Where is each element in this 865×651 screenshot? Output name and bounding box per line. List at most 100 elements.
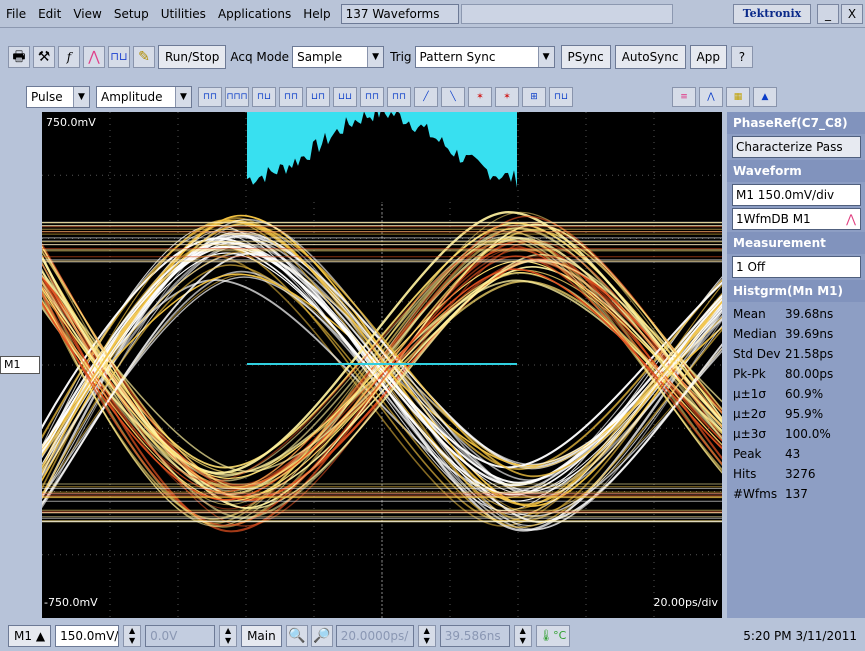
jitter-icon[interactable]: ✶	[495, 87, 519, 107]
eye-trace	[42, 242, 722, 495]
autosync-button[interactable]: AutoSync	[614, 45, 686, 69]
stat-value: 39.69ns	[785, 327, 834, 341]
stat-key: μ±3σ	[733, 427, 766, 441]
stat-value: 3276	[785, 467, 816, 481]
close-button[interactable]: X	[841, 4, 863, 24]
category-select[interactable]: Pulse ▼	[26, 86, 90, 108]
offset-field[interactable]: 0.0V	[145, 624, 216, 647]
menu-setup[interactable]: Setup	[113, 6, 149, 21]
psync-button[interactable]: PSync	[560, 45, 611, 69]
eye-trace	[42, 230, 722, 492]
stat-key: μ±1σ	[733, 387, 766, 401]
minimize-button[interactable]: _	[817, 4, 839, 24]
menu-view[interactable]: View	[73, 6, 102, 21]
jitter-icon[interactable]: ✶	[468, 87, 492, 107]
color-grade-icon[interactable]: ≡	[672, 87, 696, 107]
eye-trace	[42, 252, 722, 523]
stat-key: μ±2σ	[733, 407, 766, 421]
menu-edit[interactable]: Edit	[38, 6, 62, 21]
waveform-icon: ⋀	[846, 212, 856, 226]
zoom-out-icon[interactable]: 🔎	[310, 624, 333, 647]
acq-mode-select[interactable]: Sample ▼	[292, 46, 385, 68]
stat-row: Peak 43	[727, 444, 865, 464]
waveform-icon[interactable]: ⋀	[83, 46, 105, 68]
rise-time-icon[interactable]: ╱	[414, 87, 438, 107]
scale-spinner[interactable]: ▲ ▼	[123, 624, 142, 647]
pulse-measure-icon[interactable]: ⊓⊓	[387, 87, 411, 107]
menu-utilities[interactable]: Utilities	[160, 6, 206, 21]
pulse-measure-icon[interactable]: ⊓⊔	[549, 87, 573, 107]
measurement-value[interactable]: 1 Off	[732, 256, 861, 278]
eye-trace	[42, 236, 722, 527]
position-field[interactable]: 39.586ns	[439, 624, 510, 647]
tools-icon[interactable]: ⚒	[33, 46, 55, 68]
fall-time-icon[interactable]: ╲	[441, 87, 465, 107]
trig-select[interactable]: Pattern Sync ▼	[414, 46, 555, 68]
eye-measure-icon[interactable]: ⊞	[522, 87, 546, 107]
offset-spinner[interactable]: ▲ ▼	[219, 624, 238, 647]
horizontal-spinner[interactable]: ▲ ▼	[417, 624, 436, 647]
print-icon[interactable]: 🖶	[8, 46, 30, 68]
trig-value: Pattern Sync	[419, 50, 496, 64]
waveform-scale[interactable]: M1 150.0mV/div	[732, 184, 861, 206]
temp-unit: °C	[553, 628, 567, 642]
chevron-down-icon: ▼	[367, 47, 384, 67]
histogram-icon[interactable]: ▲	[753, 87, 777, 107]
measure-icon[interactable]: ⊓⊔	[108, 46, 130, 68]
vertical-scale-field[interactable]: 150.0mV/div	[55, 624, 120, 647]
acq-mode-value: Sample	[297, 50, 343, 64]
waveform-db-label: 1WfmDB M1	[736, 212, 811, 226]
eye-trace	[42, 260, 722, 479]
reference-marker[interactable]: M1	[0, 356, 40, 374]
stat-key: #Wfms	[733, 487, 778, 501]
pulse-measure-icon[interactable]: ⊔⊔	[333, 87, 357, 107]
waveform-display[interactable]: 750.0mV -750.0mV 20.00ps/div	[42, 112, 722, 618]
eye-trace	[42, 276, 722, 517]
persistence-icon[interactable]: ▦	[726, 87, 750, 107]
main-timebase-button[interactable]: Main	[241, 624, 282, 647]
eye-trace	[42, 248, 722, 491]
eye-trace	[42, 255, 722, 527]
pulse-measure-icon[interactable]: ⊓⊓⊓	[225, 87, 249, 107]
stat-value: 137	[785, 487, 808, 501]
stat-key: Pk-Pk	[733, 367, 766, 381]
chevron-down-icon: ▼	[175, 87, 191, 107]
status-bar: M1 ▲ 150.0mV/div ▲▼ 0.0V ▲▼ Main 🔍 🔎 20.…	[0, 620, 865, 651]
characterize-button[interactable]: Characterize Pass	[732, 136, 861, 158]
stat-value: 39.68ns	[785, 307, 834, 321]
histogram-stats: Mean 39.68ns Median 39.69ns Std Dev 21.58ps…	[727, 302, 865, 504]
waveform-display-icon[interactable]: ⋀	[699, 87, 723, 107]
position-spinner[interactable]: ▲ ▼	[513, 624, 532, 647]
stat-row: Hits 3276	[727, 464, 865, 484]
stat-row: Mean 39.68ns	[727, 304, 865, 324]
eraser-icon[interactable]: ✎	[133, 46, 155, 68]
waveform-db[interactable]: 1WfmDB M1 ⋀	[732, 208, 861, 230]
menu-bar: File Edit View Setup Utilities Applicati…	[0, 0, 865, 28]
help-pointer-icon[interactable]: ?	[730, 46, 753, 68]
stat-value: 80.00ps	[785, 367, 834, 381]
pulse-measure-icon[interactable]: ⊓⊔	[252, 87, 276, 107]
pulse-measure-icon[interactable]: ⊓⊓	[198, 87, 222, 107]
menu-applications[interactable]: Applications	[217, 6, 292, 21]
chevron-down-icon: ▼	[73, 87, 89, 107]
thermometer-icon[interactable]: 🌡°C	[535, 624, 570, 647]
math-function-icon[interactable]: f	[58, 46, 80, 68]
menu-file[interactable]: File	[6, 6, 27, 21]
vertical-min-label: -750.0mV	[44, 596, 98, 609]
measure-type-select[interactable]: Amplitude ▼	[96, 86, 192, 108]
channel-button[interactable]: M1 ▲	[8, 624, 52, 647]
pulse-measure-icon[interactable]: ⊔⊓	[306, 87, 330, 107]
run-stop-button[interactable]: Run/Stop	[158, 45, 227, 69]
histogram-title: Histgrm(Mn M1)	[727, 280, 865, 302]
pulse-measure-icon[interactable]: ⊓⊓	[360, 87, 384, 107]
acq-mode-label: Acq Mode	[230, 50, 290, 64]
horizontal-scale-field[interactable]: 20.0000ps/	[335, 624, 414, 647]
zoom-in-icon[interactable]: 🔍	[285, 624, 308, 647]
eye-trace	[42, 218, 722, 499]
menu-help[interactable]: Help	[303, 6, 331, 21]
pulse-measure-icon[interactable]: ⊓⊓	[279, 87, 303, 107]
app-button[interactable]: App	[689, 45, 727, 69]
waveform-title: Waveform	[727, 160, 865, 182]
brand-logo: Tektronix	[733, 4, 811, 24]
